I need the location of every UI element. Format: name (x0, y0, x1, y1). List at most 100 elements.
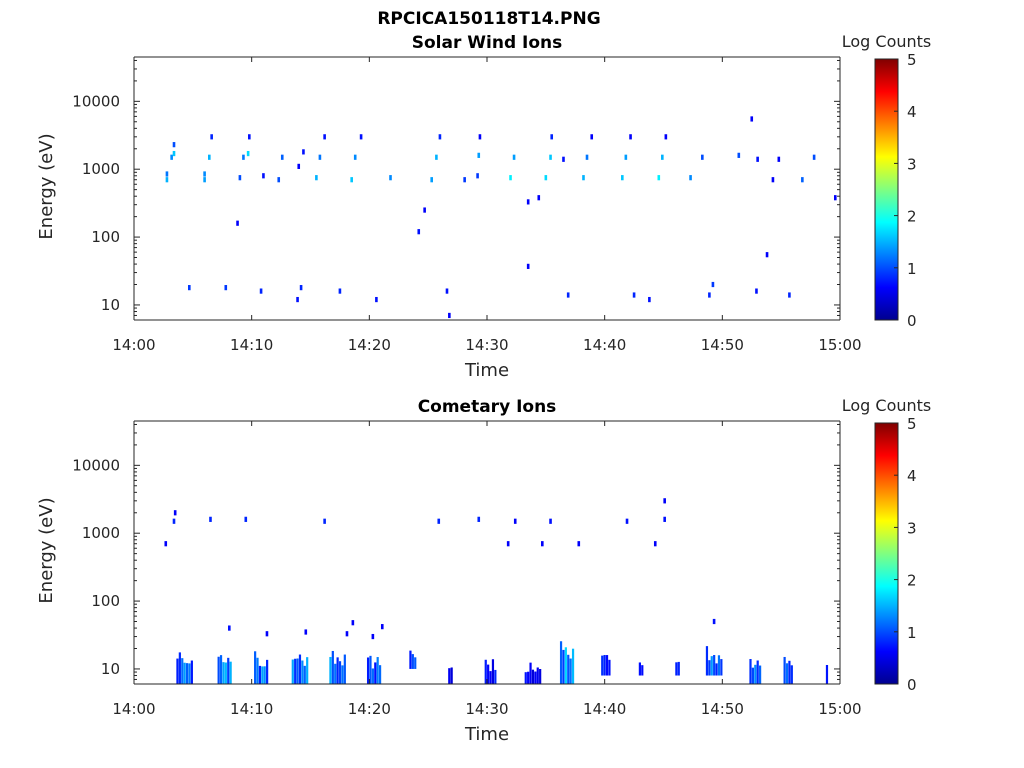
colorbar-tick-label: 3 (907, 519, 917, 537)
colorbar-tick-label: 2 (907, 208, 917, 226)
data-cell (369, 655, 372, 684)
data-cell (491, 659, 495, 684)
panel-title: Solar Wind Ions (412, 33, 563, 53)
data-cell (376, 657, 379, 684)
data-cell (601, 655, 604, 676)
data-cell (788, 660, 791, 684)
x-tick-label: 14:30 (465, 700, 508, 718)
data-cell (562, 156, 565, 162)
data-cell (366, 657, 370, 684)
data-cell (448, 668, 451, 684)
data-cell (534, 671, 537, 684)
data-cell (181, 658, 184, 684)
data-cell (165, 171, 169, 177)
data-cell (582, 175, 585, 181)
data-cell (256, 657, 259, 684)
data-cell (544, 175, 548, 181)
data-cell (765, 252, 769, 258)
x-tick-label: 14:40 (583, 700, 626, 718)
x-tick-label: 14:20 (348, 700, 391, 718)
data-cell (254, 651, 257, 684)
data-cell (371, 668, 374, 684)
figure-title: RPCICA150118T14.PNG (377, 9, 600, 29)
data-cell (571, 648, 575, 684)
data-cell (280, 154, 284, 160)
colorbar-tick-label: 3 (907, 155, 917, 173)
colorbar-tick-label: 2 (907, 572, 917, 590)
data-cell (833, 195, 837, 201)
data-cell (411, 654, 414, 669)
data-cell (246, 150, 250, 157)
data-cell (353, 154, 357, 160)
data-cell (248, 134, 251, 140)
data-cell (527, 671, 530, 684)
x-axis-label: Time (464, 360, 509, 381)
data-cell (375, 296, 378, 303)
data-cell (244, 516, 248, 522)
colorbar-label: Log Counts (842, 396, 932, 415)
data-cell (266, 659, 269, 684)
data-cell (438, 134, 442, 140)
data-cell (188, 285, 191, 291)
data-cell (585, 154, 589, 160)
data-cell (380, 624, 384, 630)
data-cell (261, 666, 264, 684)
data-cell (512, 154, 516, 160)
data-cell (625, 518, 629, 524)
data-cell (414, 657, 417, 669)
data-cell (788, 292, 791, 298)
data-cell (318, 154, 322, 160)
data-cell (262, 173, 265, 179)
data-cell (291, 659, 294, 684)
x-tick-label: 14:40 (583, 336, 626, 354)
data-cell (188, 663, 191, 684)
data-cell (336, 657, 339, 684)
data-cell (755, 288, 758, 294)
data-cell (705, 646, 709, 676)
y-tick-label: 10000 (72, 456, 120, 474)
data-cell (653, 541, 657, 547)
data-cell (751, 667, 754, 684)
data-cell (689, 175, 692, 181)
data-cell (228, 625, 231, 631)
data-cell (334, 663, 337, 684)
data-cell (812, 154, 816, 160)
data-cell (185, 663, 189, 684)
data-cell (608, 659, 611, 676)
data-cell (303, 665, 306, 684)
data-cell (708, 292, 711, 298)
data-cell (624, 154, 628, 160)
colorbar-tick-label: 4 (907, 103, 917, 121)
data-cell (677, 661, 680, 676)
data-cell (478, 134, 482, 140)
y-tick-label: 1000 (82, 160, 120, 178)
data-cell (664, 134, 668, 140)
data-cell (567, 654, 570, 684)
data-cell (224, 662, 227, 684)
colorbar-tick-label: 0 (907, 312, 917, 330)
data-cell (749, 659, 752, 684)
data-cell (229, 661, 232, 684)
data-cell (343, 654, 346, 684)
data-cell (227, 657, 230, 684)
data-cell (526, 263, 530, 269)
data-cell (301, 660, 304, 684)
data-cell (648, 296, 651, 303)
y-tick-label: 100 (91, 592, 120, 610)
x-tick-label: 14:10 (230, 336, 273, 354)
data-cell (448, 312, 451, 319)
data-cell (717, 655, 721, 676)
data-cell (737, 152, 741, 158)
data-cell (417, 229, 421, 235)
data-cell (299, 285, 303, 291)
data-cell (715, 663, 718, 676)
data-cell (494, 669, 497, 684)
data-cell (219, 655, 223, 684)
data-cell (825, 664, 829, 684)
y-tick-label: 10000 (72, 92, 120, 110)
data-cell (222, 662, 225, 684)
data-cell (259, 288, 263, 294)
data-cell (183, 662, 186, 684)
data-cell (550, 134, 554, 140)
data-cell (559, 641, 563, 684)
